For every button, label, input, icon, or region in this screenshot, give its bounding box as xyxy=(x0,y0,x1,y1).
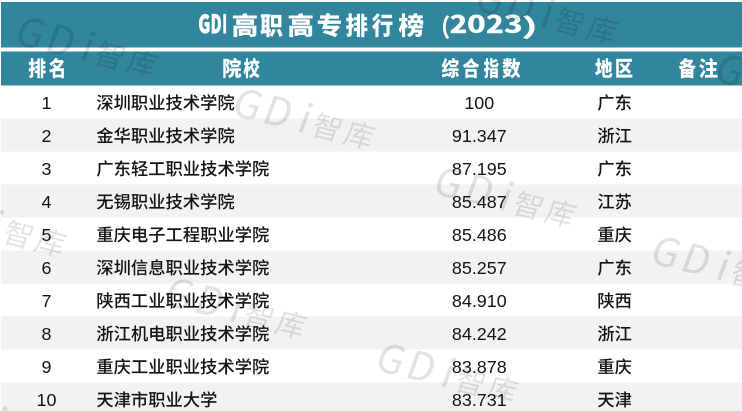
svg-text:84.242: 84.242 xyxy=(452,324,507,344)
svg-text:7: 7 xyxy=(42,291,52,311)
svg-text:91.347: 91.347 xyxy=(452,126,507,146)
svg-text:8: 8 xyxy=(42,324,52,344)
svg-text:84.910: 84.910 xyxy=(452,291,507,311)
svg-text:3: 3 xyxy=(42,159,52,179)
svg-text:85.486: 85.486 xyxy=(452,225,507,245)
svg-text:83.878: 83.878 xyxy=(452,357,507,377)
svg-text:83.731: 83.731 xyxy=(452,390,507,410)
svg-text:1: 1 xyxy=(42,93,52,113)
svg-text:2: 2 xyxy=(42,126,52,146)
svg-text:100: 100 xyxy=(464,93,494,113)
svg-text:5: 5 xyxy=(42,225,52,245)
svg-text:87.195: 87.195 xyxy=(452,159,507,179)
svg-text:10: 10 xyxy=(37,390,57,410)
svg-text:9: 9 xyxy=(42,357,52,377)
svg-text:6: 6 xyxy=(42,258,52,278)
svg-text:4: 4 xyxy=(42,192,52,212)
svg-text:85.257: 85.257 xyxy=(452,258,507,278)
